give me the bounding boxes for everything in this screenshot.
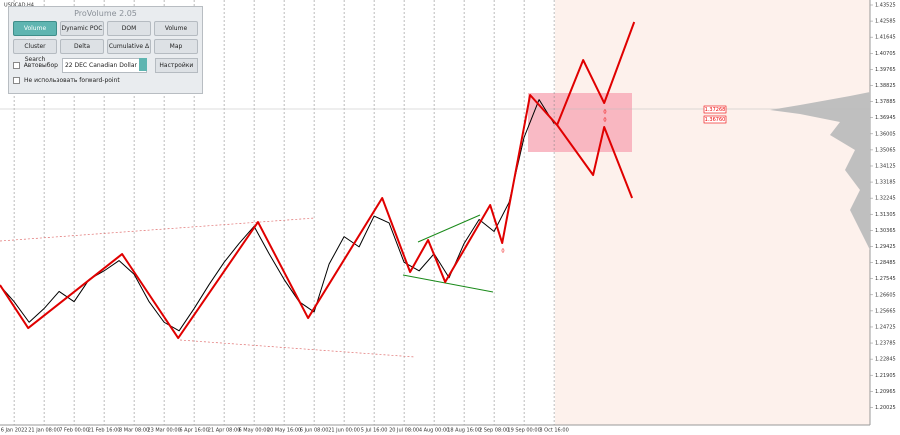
forward-point-label: Не использовать forward-point: [24, 77, 120, 84]
target-zone: [528, 93, 632, 152]
y-tick-label: 1.35065: [875, 147, 896, 153]
x-tick-label: 21 Jun 00:00: [328, 428, 360, 434]
x-tick-label: 8 Mar 08:00: [119, 428, 149, 434]
x-tick-label: 6 Jan 2022: [1, 428, 28, 434]
x-tick-label: 2 Sep 08:00: [479, 428, 509, 434]
x-tick-label: 4 Aug 00:00: [419, 428, 450, 434]
y-tick-label: 1.40705: [875, 51, 896, 57]
x-tick-label: 18 Aug 16:00: [447, 428, 481, 434]
y-tick-label: 1.27545: [875, 276, 896, 282]
y-tick-label: 1.37885: [875, 99, 896, 105]
y-tick-label: 1.39765: [875, 67, 896, 73]
tool-button[interactable]: Map: [154, 39, 198, 54]
price-label-box: [703, 115, 727, 124]
x-tick-label: 6 Apr 16:00: [179, 428, 208, 434]
future-area: [555, 0, 870, 425]
wedge-line: [402, 274, 494, 293]
price-label: 1.36760: [705, 117, 726, 123]
x-tick-label: 20 May 16:00: [267, 428, 301, 434]
auto-select-label: Автовыбор: [23, 62, 58, 69]
series-line: [556, 21, 636, 126]
channel-line: [0, 217, 316, 242]
y-tick-label: 1.36005: [875, 131, 896, 137]
y-tick-label: 1.21905: [875, 373, 896, 379]
y-tick-label: 1.32245: [875, 196, 896, 202]
tool-button[interactable]: Volume Profile: [13, 21, 57, 45]
y-tick-label: 1.26605: [875, 292, 896, 298]
y-tick-label: 1.20965: [875, 389, 896, 395]
tool-button[interactable]: Cumulative Δ: [107, 39, 151, 54]
wave-label: 0: [501, 249, 504, 255]
instrument-select[interactable]: 22 DEC Canadian Dollar: [61, 58, 147, 73]
x-tick-label: 5 Jul 16:00: [361, 428, 388, 434]
wedge-line: [417, 214, 481, 243]
y-tick-label: 1.30365: [875, 228, 896, 234]
y-tick-label: 1.36945: [875, 115, 896, 121]
y-tick-label: 1.41645: [875, 35, 896, 41]
x-tick-label: 3 Oct 16:00: [539, 428, 568, 434]
x-tick-label: 21 Apr 08:00: [208, 428, 241, 434]
y-tick-label: 1.33185: [875, 180, 896, 186]
x-tick-label: 19 Sep 00:00: [507, 428, 540, 434]
chart-title: USDCAD,H4: [4, 3, 34, 9]
y-tick-label: 1.22845: [875, 357, 896, 363]
x-tick-label: 6 Jun 08:00: [300, 428, 329, 434]
y-tick-label: 1.34125: [875, 163, 896, 169]
series-line: [556, 124, 634, 199]
price-label: 1.37268: [705, 107, 726, 113]
checkbox[interactable]: [13, 62, 20, 69]
x-tick-label: 20 Jul 08:00: [389, 428, 419, 434]
series-line: [0, 94, 558, 340]
tool-button[interactable]: Delta: [60, 39, 104, 54]
y-tick-label: 1.23785: [875, 341, 896, 347]
x-tick-label: 7 Feb 00:00: [59, 428, 89, 434]
y-tick-label: 1.20025: [875, 405, 896, 411]
x-tick-label: 21 Feb 16:00: [88, 428, 121, 434]
y-tick-label: 1.25665: [875, 308, 896, 314]
provolume-panel: ProVolume 2.05 Volume ProfileDynamic POC…: [8, 6, 203, 94]
y-tick-label: 1.28485: [875, 260, 896, 266]
x-tick-label: 23 Mar 00:00: [147, 428, 180, 434]
row: Не использовать forward-point: [9, 73, 202, 84]
y-tick-label: 1.43525: [875, 3, 896, 9]
y-tick-label: 1.29425: [875, 244, 896, 250]
price-label-box: [703, 105, 727, 114]
wave-label: 0: [603, 110, 606, 116]
wave-label: 0: [603, 118, 606, 124]
channel-line: [179, 339, 416, 358]
price-axis-bg: [870, 0, 900, 435]
panel-title: ProVolume 2.05: [74, 9, 137, 18]
tool-button[interactable]: Volume: [154, 21, 198, 36]
tool-button[interactable]: Dynamic POC: [60, 21, 104, 36]
settings-button[interactable]: Настройки: [154, 58, 198, 73]
y-tick-label: 1.38825: [875, 83, 896, 89]
row: Автовыбор 22 DEC Canadian Dollar Настрой…: [9, 54, 202, 73]
y-tick-label: 1.31305: [875, 212, 896, 218]
checkbox[interactable]: [13, 77, 20, 84]
tool-button[interactable]: Cluster Search: [13, 39, 57, 63]
y-tick-label: 1.24725: [875, 324, 896, 330]
volume-profile: [770, 92, 870, 250]
tool-button[interactable]: DOM: [107, 21, 151, 36]
series-line: [0, 99, 555, 332]
x-tick-label: 6 May 00:00: [239, 428, 270, 434]
y-tick-label: 1.42585: [875, 19, 896, 25]
x-tick-label: 21 Jan 08:00: [28, 428, 60, 434]
